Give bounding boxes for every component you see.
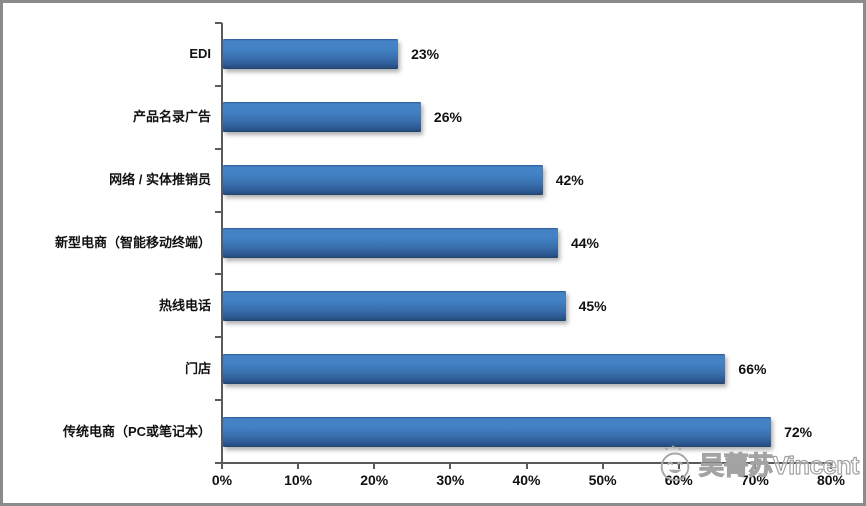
x-axis-tick-label: 30% [436,472,465,488]
value-label: 44% [570,235,599,251]
value-label: 23% [411,46,440,63]
category-label: 新型电商（智能移动终端） [54,235,211,250]
y-axis-tick [215,210,222,213]
x-axis-tick [449,464,452,469]
category-label: 热线电话 [158,297,211,313]
y-axis-tick [215,84,222,87]
category-label: 传统电商（PC或笔记本） [62,423,211,439]
x-axis-tick [373,464,376,469]
bar [223,165,543,196]
category-label: 网络 / 实体推销员 [109,172,211,188]
x-axis-tick [601,464,604,469]
bar [223,290,566,321]
y-axis-tick [215,462,222,464]
x-axis-tick-label: 0% [211,472,233,488]
x-axis-tick-label: 40% [512,472,541,488]
bar-chart: EDI 23% 产品名录广告 26% 网络 / 实体推销员 42% 新型电商（智能移动终端）… [3,3,863,503]
bar [223,39,399,70]
value-label: 45% [578,297,607,314]
x-axis-tick [753,464,756,469]
bar [223,102,421,133]
x-axis-tick [677,464,680,469]
x-axis-line [216,462,833,464]
x-axis-tick-label: 70% [740,472,769,488]
value-label: 26% [433,109,462,126]
bar [223,228,558,258]
bar [223,416,772,447]
x-axis-tick-label: 10% [284,472,313,488]
x-axis-tick [830,464,832,469]
bar [223,353,726,384]
category-label: 产品名录广告 [132,109,211,125]
y-axis-tick [215,336,222,339]
category-label: 门店 [184,360,211,376]
category-label: EDI [189,46,211,62]
x-axis-tick-label: 60% [664,472,693,488]
x-axis-tick [221,464,223,469]
x-axis-tick-label: 50% [588,472,617,488]
y-axis-tick [215,399,222,402]
y-axis-line [221,23,223,463]
x-axis-tick [297,464,300,469]
x-axis-tick-label: 20% [360,472,389,488]
value-label: 42% [555,172,584,189]
y-axis-tick [215,147,222,150]
value-label: 66% [738,360,767,377]
x-axis-tick [525,464,528,469]
y-axis-tick [215,273,222,276]
value-label: 72% [784,423,813,440]
y-axis-tick [215,22,222,24]
x-axis-tick-label: 80% [816,472,846,488]
